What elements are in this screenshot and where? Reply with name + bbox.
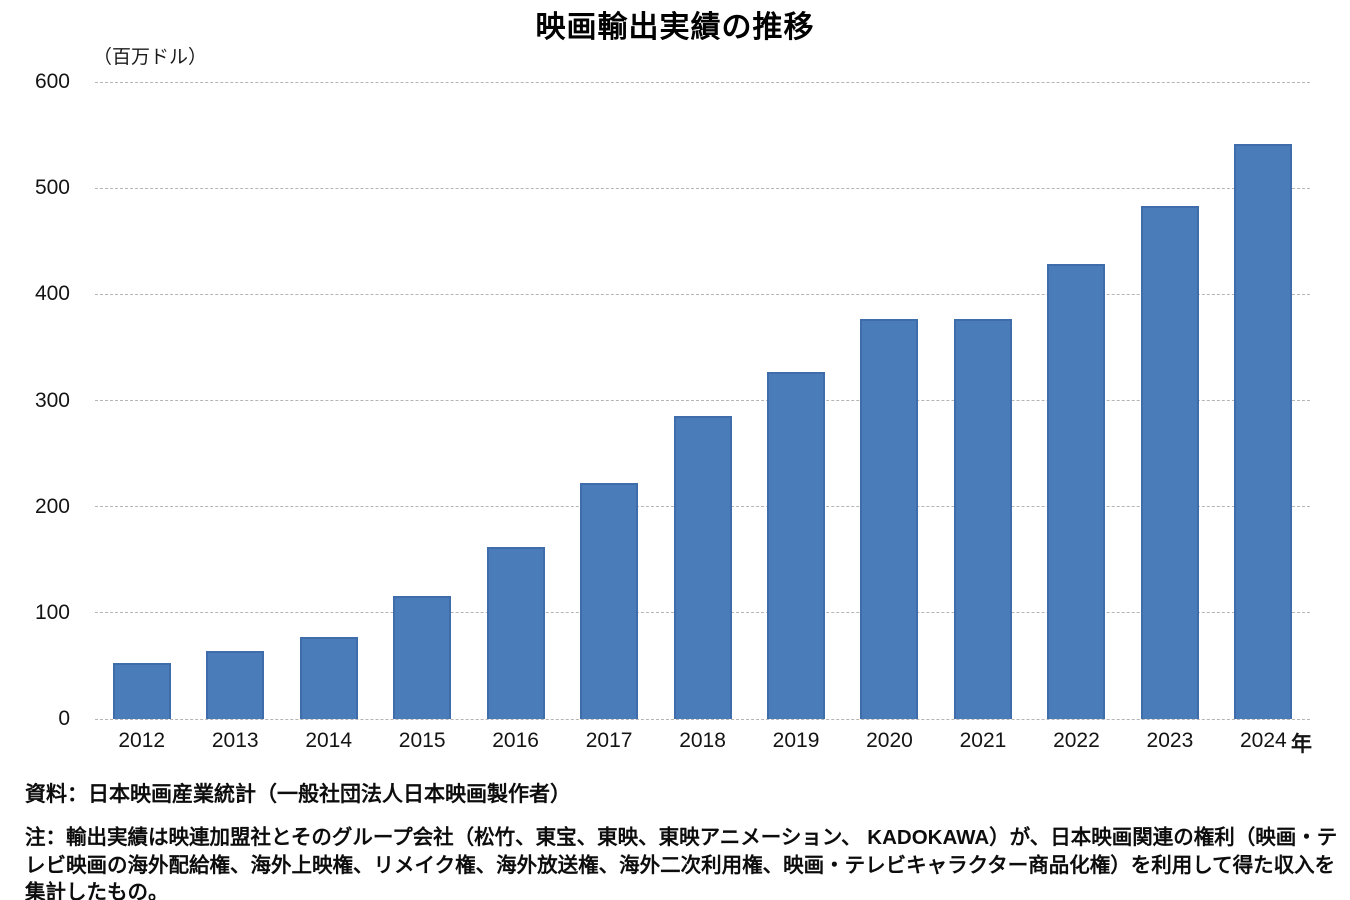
y-tick-label-0: 0 <box>58 707 70 730</box>
bars-container: 2012 2013 2014 2015 2016 2017 2018 2019 2020 2021… <box>95 82 1310 752</box>
source-text: 資料：日本映画産業統計（一般社団法人日本映画製作者） <box>25 783 571 806</box>
gridline-400 <box>95 293 1310 295</box>
x-tick-label-2013: 2013 <box>211 729 259 752</box>
bar-column-2018: 2018 <box>656 82 749 752</box>
bar-2024 <box>1234 143 1293 719</box>
y-tick-label-200: 200 <box>34 494 70 518</box>
bar-column-2022: 2022 <box>1030 82 1123 752</box>
bar-column-2017: 2017 <box>562 82 655 752</box>
bar-column-2021: 2021 <box>936 82 1029 752</box>
x-tick-label-2022: 2022 <box>1053 729 1100 752</box>
bar-column-2012: 2012 <box>95 82 188 752</box>
x-tick-label-2014: 2014 <box>305 729 353 752</box>
bar-column-2024: 2024 <box>1217 82 1310 752</box>
bar-column-2019: 2019 <box>749 82 842 752</box>
bar-2014 <box>299 637 358 719</box>
y-tick-label-500: 500 <box>34 176 70 200</box>
x-tick-label-2019: 2019 <box>772 729 820 752</box>
bar-column-2020: 2020 <box>843 82 936 752</box>
bar-column-2023: 2023 <box>1123 82 1216 752</box>
x-tick-label-2020: 2020 <box>866 729 913 752</box>
x-tick-label-2018: 2018 <box>679 729 726 752</box>
x-tick-label-2012: 2012 <box>118 729 166 752</box>
y-axis-unit-label: （百万ドル） <box>93 47 208 68</box>
bar-2022 <box>1047 263 1106 719</box>
y-tick-label-300: 300 <box>34 388 70 412</box>
bar-column-2013: 2013 <box>188 82 281 752</box>
gridline-600 <box>95 81 1310 83</box>
x-tick-label-2024: 2024 <box>1240 729 1287 752</box>
x-tick-label-2021: 2021 <box>959 729 1007 752</box>
bar-2013 <box>206 651 265 719</box>
gridline-500 <box>95 187 1310 189</box>
bar-column-2016: 2016 <box>469 82 562 752</box>
gridline-300 <box>95 400 1310 401</box>
x-tick-label-2023: 2023 <box>1146 729 1194 752</box>
y-tick-label-100: 100 <box>34 600 70 624</box>
y-tick-label-400: 400 <box>34 282 70 306</box>
x-tick-label-2017: 2017 <box>585 729 633 752</box>
y-axis-tick-labels: 0 100 200 300 400 500 600 <box>8 0 70 900</box>
bar-2016 <box>486 547 545 719</box>
gridline-0 <box>95 718 1310 720</box>
bar-2015 <box>393 595 452 719</box>
bar-2021 <box>953 318 1012 719</box>
bar-column-2015: 2015 <box>375 82 468 752</box>
x-tick-label-2015: 2015 <box>398 729 446 752</box>
chart-title: 映画輸出実績の推移 <box>535 11 815 44</box>
y-tick-label-600: 600 <box>34 70 70 93</box>
bar-column-2014: 2014 <box>282 82 375 752</box>
bar-2020 <box>860 318 919 719</box>
bar-2019 <box>767 371 826 719</box>
plot-area: 2012 2013 2014 2015 2016 2017 2018 2019 2020 2021… <box>95 81 1310 752</box>
x-axis-unit-label: 年 <box>1291 733 1312 756</box>
bar-2012 <box>112 662 171 719</box>
x-tick-label-2016: 2016 <box>492 729 539 752</box>
bar-2018 <box>673 416 732 719</box>
bar-2023 <box>1140 206 1199 719</box>
note-text: 注：輸出実績は映連加盟社とそのグループ会社（松竹、東宝、東映、東映アニメーション… <box>25 826 1338 900</box>
bar-2017 <box>580 483 639 719</box>
